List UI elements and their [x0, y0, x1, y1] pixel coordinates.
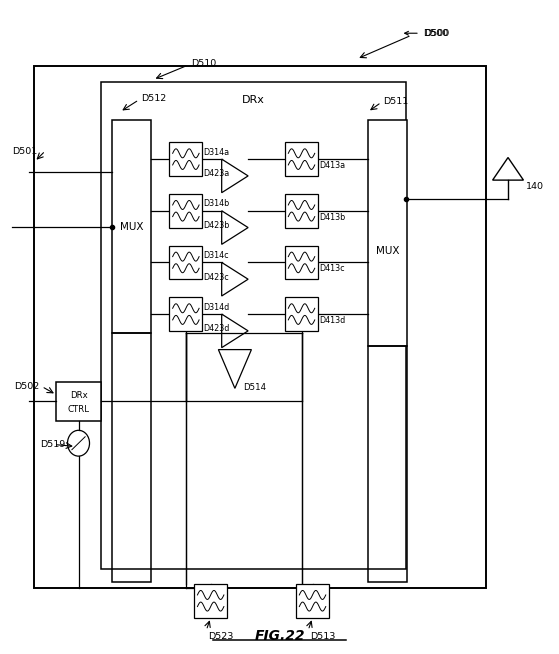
Bar: [56, 382, 101, 421]
Bar: [194, 584, 227, 617]
Bar: [112, 334, 151, 582]
Text: MUX: MUX: [376, 247, 399, 256]
Text: D423a: D423a: [203, 169, 230, 179]
Bar: [296, 584, 329, 617]
Text: D523: D523: [208, 632, 233, 641]
Bar: [169, 246, 202, 279]
Text: D502: D502: [14, 382, 39, 391]
Text: CTRL: CTRL: [68, 405, 89, 414]
Text: D413c: D413c: [319, 264, 345, 273]
Text: D501: D501: [12, 147, 37, 156]
Text: D513: D513: [310, 632, 335, 641]
Text: D413b: D413b: [319, 213, 345, 222]
Text: D413d: D413d: [319, 316, 345, 325]
Text: D314a: D314a: [203, 148, 230, 156]
Bar: [285, 194, 318, 228]
Bar: [368, 347, 408, 582]
Bar: [169, 143, 202, 176]
Text: D512: D512: [141, 94, 166, 103]
Text: FIG.22: FIG.22: [254, 628, 305, 643]
Text: D510: D510: [191, 59, 217, 68]
Bar: [285, 298, 318, 331]
Text: D314c: D314c: [203, 251, 229, 260]
Text: D514: D514: [243, 383, 266, 392]
Text: MUX: MUX: [120, 222, 143, 232]
Bar: [112, 120, 151, 334]
Text: D500: D500: [405, 29, 448, 38]
Bar: [169, 298, 202, 331]
Bar: [35, 65, 486, 589]
Text: DRx: DRx: [70, 391, 87, 400]
Text: D511: D511: [383, 97, 408, 105]
Bar: [285, 246, 318, 279]
Text: D423d: D423d: [203, 324, 230, 334]
Text: D413a: D413a: [319, 161, 345, 170]
Text: D423b: D423b: [203, 221, 230, 230]
Text: D314b: D314b: [203, 199, 230, 208]
Bar: [285, 143, 318, 176]
Bar: [169, 194, 202, 228]
Text: D423c: D423c: [203, 273, 229, 282]
Text: D500: D500: [424, 29, 449, 38]
Text: 140: 140: [525, 182, 544, 191]
Text: DRx: DRx: [242, 95, 265, 105]
Text: D314d: D314d: [203, 303, 230, 311]
Bar: [101, 82, 406, 569]
Text: D519: D519: [40, 440, 65, 449]
Bar: [368, 120, 408, 347]
